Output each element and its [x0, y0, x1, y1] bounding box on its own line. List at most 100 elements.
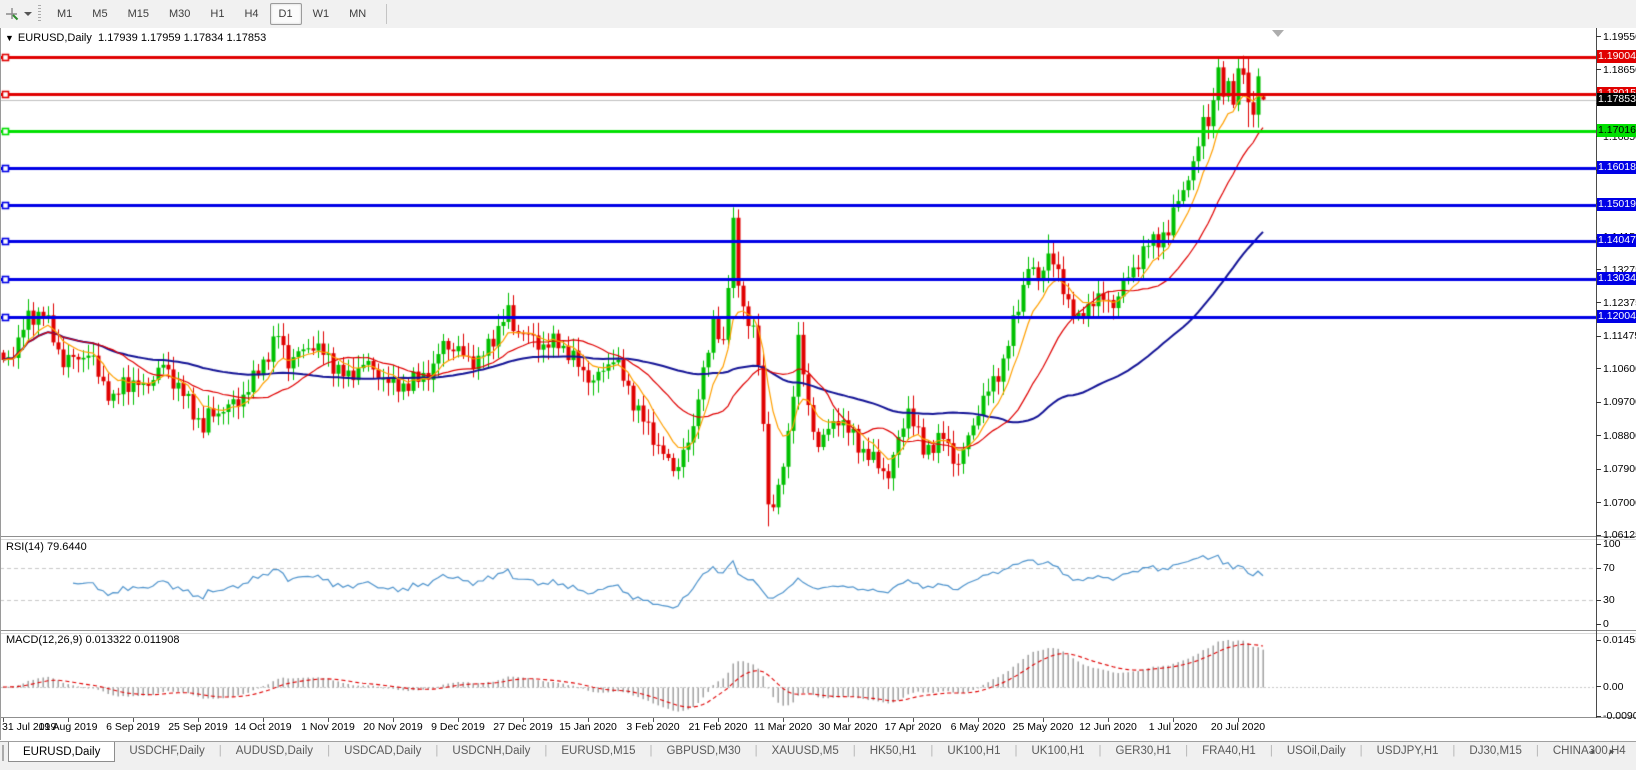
chart-tab-uk100-h1[interactable]: UK100,H1: [947, 745, 1001, 757]
price-tick-mark: [1596, 302, 1601, 304]
date-axis-label: 25 Sep 2019: [168, 721, 228, 733]
panel-separator-rsi[interactable]: [0, 536, 1636, 540]
price-tick-mark: [1596, 534, 1601, 536]
timeframe-button-m1[interactable]: M1: [57, 8, 73, 20]
panel-separator-macd[interactable]: [0, 630, 1636, 634]
price-tick-mark: [1596, 36, 1601, 38]
chart-tab-xauusd-m5[interactable]: XAUUSD,M5: [771, 745, 839, 757]
price-axis-tick: 1.18650: [1603, 63, 1636, 76]
date-axis-label: 20 Jul 2020: [1210, 721, 1266, 733]
chart-surface[interactable]: [0, 28, 1636, 741]
rsi-axis-tick: 0: [1603, 618, 1609, 630]
date-axis-label: 25 May 2020: [1012, 721, 1074, 733]
chart-tab-fra40-h1[interactable]: FRA40,H1: [1202, 745, 1256, 757]
price-axis-tick: 1.07900: [1603, 463, 1636, 476]
chart-tab-bar: EURUSD,Daily USDCHF,Daily | AUDUSD,Daily | US…: [0, 741, 1636, 770]
tab-separator: |: [1452, 745, 1456, 757]
chart-tab-ger30-h1[interactable]: GER30,H1: [1115, 745, 1172, 757]
chevron-down-icon[interactable]: ▼: [5, 33, 14, 43]
rsi-tick-mark: [1596, 623, 1601, 625]
chart-tab-dj30-m15[interactable]: DJ30,M15: [1469, 745, 1522, 757]
tab-separator: |: [435, 745, 439, 757]
hline-price-label: 1.12004: [1597, 310, 1636, 324]
date-tick-mark: [1043, 718, 1044, 722]
toolbar-grip[interactable]: [38, 5, 41, 23]
chart-tab-usdchf-daily[interactable]: USDCHF,Daily: [129, 745, 205, 757]
current-price-label: 1.17853: [1597, 93, 1636, 107]
chart-tab-audusd-daily[interactable]: AUDUSD,Daily: [235, 745, 314, 757]
price-axis-tick: 1.11475: [1603, 330, 1636, 343]
tab-scroll-right-icon[interactable]: ►: [1608, 747, 1628, 756]
price-axis-tick: 1.08800: [1603, 429, 1636, 442]
chart-tab-eurusd-m15[interactable]: EURUSD,M15: [561, 745, 636, 757]
rsi-indicator-chart[interactable]: [0, 538, 1596, 630]
date-tick-mark: [523, 718, 524, 722]
date-tick-mark: [328, 718, 329, 722]
rsi-axis-tick: 30: [1603, 594, 1615, 606]
chart-tab-hk50-h1[interactable]: HK50,H1: [869, 745, 917, 757]
timeframe-button-mn[interactable]: MN: [349, 8, 367, 20]
tab-scroll-left-icon[interactable]: ◄: [1588, 747, 1609, 756]
timeframe-button-h4[interactable]: H4: [244, 8, 259, 20]
date-axis-label: 6 Sep 2019: [106, 721, 160, 733]
date-tick-mark: [718, 718, 719, 722]
price-axis-tick: 1.06125: [1603, 529, 1636, 542]
date-tick-mark: [783, 718, 784, 722]
chart-tab-eurusd-daily[interactable]: EURUSD,Daily: [8, 742, 116, 762]
macd-axis-tick: 0.014556: [1603, 634, 1636, 646]
date-tick-mark: [653, 718, 654, 722]
hline-price-label: 1.19004: [1597, 50, 1636, 64]
date-tick-mark: [1108, 718, 1109, 722]
hline-price-label: 1.15019: [1597, 198, 1636, 212]
hline-price-label: 1.14047: [1597, 234, 1636, 248]
chart-tab-gbpusd-m30[interactable]: GBPUSD,M30: [666, 745, 741, 757]
price-axis-tick: 1.07000: [1603, 496, 1636, 509]
date-axis-label: 6 May 2020: [950, 721, 1006, 733]
timeframe-button-m15[interactable]: M15: [127, 8, 149, 20]
chart-tab-usdjpy-h1[interactable]: USDJPY,H1: [1376, 745, 1439, 757]
macd-indicator-chart[interactable]: [0, 632, 1596, 717]
macd-axis-tick: -0.00900: [1603, 710, 1636, 722]
price-tick-mark: [1596, 335, 1601, 337]
timeframe-toolbar: M1 M5 M15 M30 H1 H4 D1 W1 MN: [0, 0, 1636, 29]
date-axis-label: 1 Jul 2020: [1148, 721, 1198, 733]
chart-tab-uk100-h1[interactable]: UK100,H1: [1031, 745, 1085, 757]
tabbar-grip[interactable]: [2, 745, 4, 761]
price-tick-mark: [1596, 269, 1601, 271]
date-tick-mark: [1238, 718, 1239, 722]
tab-separator: |: [1014, 745, 1018, 757]
main-price-chart[interactable]: [0, 28, 1596, 536]
timeframe-button-d1[interactable]: D1: [269, 3, 302, 25]
chart-tab-usdcnh-daily[interactable]: USDCNH,Daily: [452, 745, 531, 757]
timeframe-button-m5[interactable]: M5: [92, 8, 108, 20]
price-tick-mark: [1596, 435, 1601, 437]
date-tick-mark: [1173, 718, 1174, 722]
macd-tick-mark: [1596, 686, 1601, 688]
date-axis-label: 15 Jan 2020: [559, 721, 617, 733]
chart-ohlc-readout[interactable]: ▼ EURUSD,Daily 1.17939 1.17959 1.17834 1.…: [5, 32, 266, 44]
rsi-axis-tick: 100: [1603, 538, 1621, 550]
hline-price-label: 1.16018: [1597, 161, 1636, 175]
timeframe-button-w1[interactable]: W1: [312, 8, 330, 20]
tab-separator: |: [754, 745, 758, 757]
crosshair-tool-icon[interactable]: [2, 5, 22, 23]
date-axis-label: 12 Jun 2020: [1079, 721, 1137, 733]
chart-tab-china300-h4[interactable]: CHINA300,H4: [1552, 745, 1626, 757]
chart-ohlc-values: 1.17939 1.17959 1.17834 1.17853: [98, 32, 267, 44]
chart-tab-usdcad-daily[interactable]: USDCAD,Daily: [344, 745, 422, 757]
timeframe-button-m30[interactable]: M30: [168, 8, 191, 20]
chevron-down-icon[interactable]: [24, 12, 32, 16]
date-axis-label: 14 Oct 2019: [234, 721, 292, 733]
date-axis-label: 30 Mar 2020: [818, 721, 878, 733]
tab-separator: |: [218, 745, 222, 757]
tab-separator: |: [852, 745, 856, 757]
price-tick-mark: [1596, 502, 1601, 504]
macd-axis-tick: 0.00: [1603, 680, 1624, 693]
chart-shift-marker[interactable]: [1272, 30, 1284, 37]
timeframe-button-h1[interactable]: H1: [210, 8, 225, 20]
chart-symbol-period: EURUSD,Daily: [17, 32, 92, 44]
chart-tab-usoil-daily[interactable]: USOil,Daily: [1286, 745, 1346, 757]
price-axis-tick: 1.19550: [1603, 30, 1636, 43]
date-tick-mark: [913, 718, 914, 722]
